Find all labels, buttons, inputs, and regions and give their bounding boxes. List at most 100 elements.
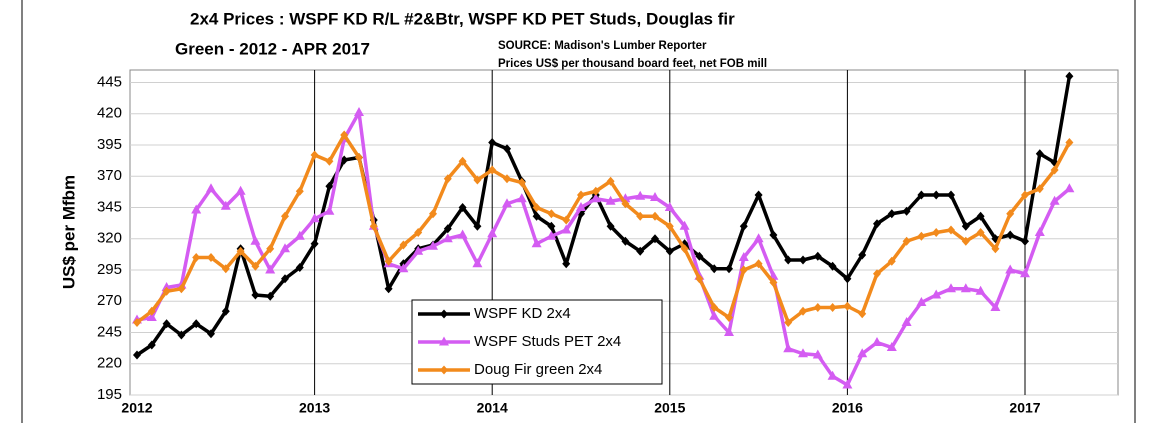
marker bbox=[577, 190, 585, 200]
marker bbox=[991, 244, 1000, 254]
marker bbox=[458, 156, 467, 166]
marker bbox=[133, 350, 141, 360]
marker bbox=[443, 224, 452, 234]
marker bbox=[487, 228, 498, 238]
marker bbox=[873, 269, 881, 279]
marker bbox=[679, 220, 690, 230]
marker bbox=[532, 203, 541, 212]
marker bbox=[398, 263, 409, 273]
marker bbox=[547, 209, 556, 219]
marker bbox=[295, 186, 304, 196]
marker bbox=[235, 185, 246, 195]
marker bbox=[251, 290, 260, 300]
marker bbox=[636, 246, 645, 256]
marker bbox=[739, 221, 748, 231]
marker bbox=[457, 229, 468, 239]
marker bbox=[443, 174, 452, 184]
marker bbox=[280, 243, 290, 253]
marker bbox=[266, 244, 275, 254]
marker bbox=[857, 348, 868, 358]
marker bbox=[813, 251, 822, 261]
marker bbox=[828, 303, 837, 312]
marker bbox=[843, 274, 852, 284]
marker bbox=[340, 155, 349, 165]
marker bbox=[502, 198, 512, 208]
marker bbox=[440, 365, 448, 375]
marker bbox=[562, 259, 571, 269]
marker bbox=[1035, 149, 1044, 159]
marker bbox=[266, 291, 275, 301]
marker bbox=[947, 190, 955, 200]
marker bbox=[384, 256, 393, 266]
x-tick-label: 2016 bbox=[832, 400, 863, 416]
marker bbox=[162, 319, 171, 329]
marker bbox=[1020, 268, 1030, 278]
marker bbox=[695, 274, 704, 284]
marker bbox=[324, 205, 335, 215]
marker bbox=[281, 274, 289, 284]
marker bbox=[784, 318, 793, 327]
marker bbox=[384, 284, 393, 294]
marker bbox=[207, 253, 215, 262]
marker bbox=[769, 278, 778, 287]
marker bbox=[590, 193, 601, 203]
y-axis-label: US$ per Mfbm bbox=[59, 175, 78, 289]
marker bbox=[561, 224, 572, 234]
marker bbox=[310, 150, 319, 160]
marker bbox=[799, 306, 807, 316]
marker bbox=[236, 246, 245, 256]
marker bbox=[281, 211, 289, 221]
marker bbox=[325, 156, 334, 166]
marker bbox=[177, 284, 186, 294]
marker bbox=[147, 306, 156, 316]
marker bbox=[473, 175, 482, 185]
annotation: SOURCE: Madison's Lumber Reporter bbox=[498, 40, 707, 52]
marker bbox=[709, 310, 720, 320]
marker bbox=[206, 183, 216, 193]
marker bbox=[724, 327, 734, 336]
y-tick-label: 395 bbox=[97, 136, 122, 153]
marker bbox=[265, 264, 276, 274]
marker bbox=[621, 236, 630, 246]
marker bbox=[680, 244, 689, 254]
chart-title: Green - 2012 - APR 2017 bbox=[175, 39, 370, 58]
marker bbox=[650, 192, 660, 201]
marker bbox=[503, 174, 511, 184]
marker bbox=[1065, 71, 1074, 81]
marker bbox=[562, 215, 571, 225]
marker bbox=[221, 264, 230, 274]
marker bbox=[1065, 138, 1074, 147]
marker bbox=[739, 265, 748, 275]
marker bbox=[783, 343, 794, 353]
marker bbox=[369, 221, 378, 231]
marker bbox=[932, 228, 941, 237]
marker bbox=[1021, 236, 1029, 246]
marker bbox=[429, 209, 437, 219]
legend-label: WSPF KD 2x4 bbox=[474, 305, 571, 322]
marker bbox=[754, 190, 763, 200]
annotation: Prices US$ per thousand board feet, net … bbox=[498, 58, 767, 70]
marker bbox=[192, 319, 201, 329]
marker bbox=[932, 190, 941, 200]
marker bbox=[813, 303, 822, 312]
y-tick-label: 445 bbox=[97, 73, 122, 90]
marker bbox=[413, 245, 424, 255]
marker bbox=[798, 348, 808, 358]
marker bbox=[458, 203, 467, 212]
marker bbox=[664, 202, 675, 211]
marker bbox=[473, 221, 482, 231]
marker bbox=[651, 211, 659, 221]
marker bbox=[325, 181, 334, 191]
marker bbox=[606, 176, 615, 186]
series-line bbox=[136, 75, 1072, 357]
marker bbox=[354, 107, 364, 116]
marker bbox=[605, 195, 616, 205]
y-tick-label: 245 bbox=[97, 323, 122, 340]
marker bbox=[440, 309, 448, 319]
marker bbox=[738, 252, 749, 261]
marker bbox=[784, 255, 793, 265]
marker bbox=[976, 211, 985, 221]
marker bbox=[769, 230, 778, 240]
marker bbox=[516, 193, 527, 203]
